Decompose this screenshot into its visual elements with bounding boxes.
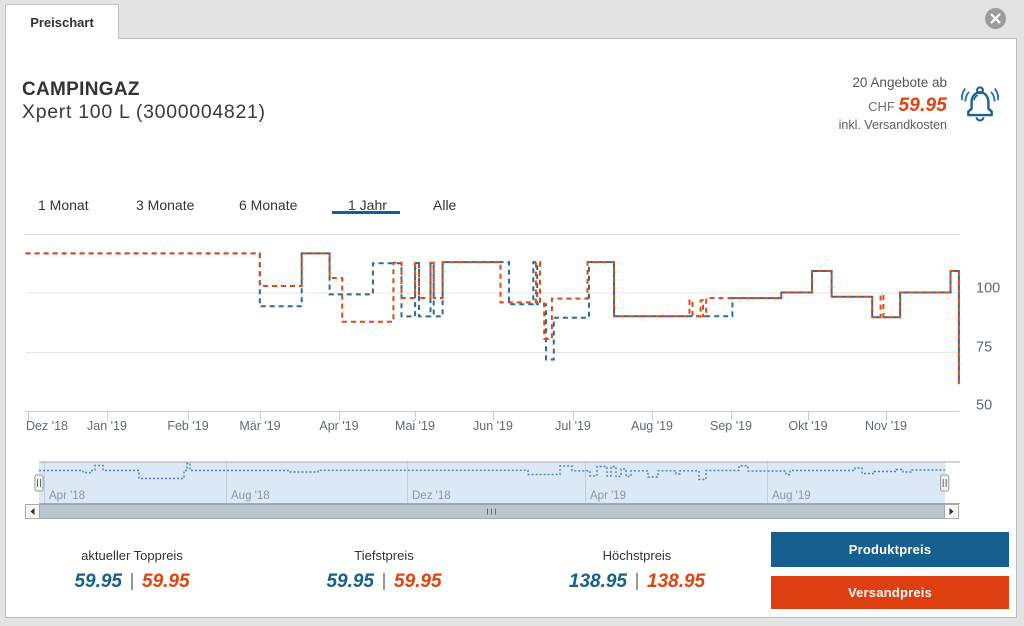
svg-text:Jan '19: Jan '19 <box>87 419 127 433</box>
svg-text:Dez '18: Dez '18 <box>412 490 451 502</box>
svg-text:Apr '19: Apr '19 <box>319 419 358 433</box>
svg-text:Sep '19: Sep '19 <box>710 419 752 433</box>
svg-text:Aug '18: Aug '18 <box>231 490 270 502</box>
svg-text:Mär '19: Mär '19 <box>239 419 280 433</box>
svg-text:Aug '19: Aug '19 <box>631 419 673 433</box>
svg-text:Dez '18: Dez '18 <box>26 419 68 433</box>
svg-text:Apr '19: Apr '19 <box>590 490 626 502</box>
svg-text:Mai '19: Mai '19 <box>395 419 435 433</box>
svg-text:75: 75 <box>976 340 992 356</box>
svg-text:50: 50 <box>976 398 992 414</box>
svg-text:Okt '19: Okt '19 <box>788 419 827 433</box>
svg-text:Aug '19: Aug '19 <box>772 490 811 502</box>
svg-text:Nov '19: Nov '19 <box>865 419 907 433</box>
svg-text:Apr '18: Apr '18 <box>49 490 85 502</box>
svg-text:Jun '19: Jun '19 <box>473 419 513 433</box>
svg-text:100: 100 <box>976 281 1000 297</box>
svg-text:Feb '19: Feb '19 <box>167 419 208 433</box>
svg-text:Jul '19: Jul '19 <box>555 419 591 433</box>
